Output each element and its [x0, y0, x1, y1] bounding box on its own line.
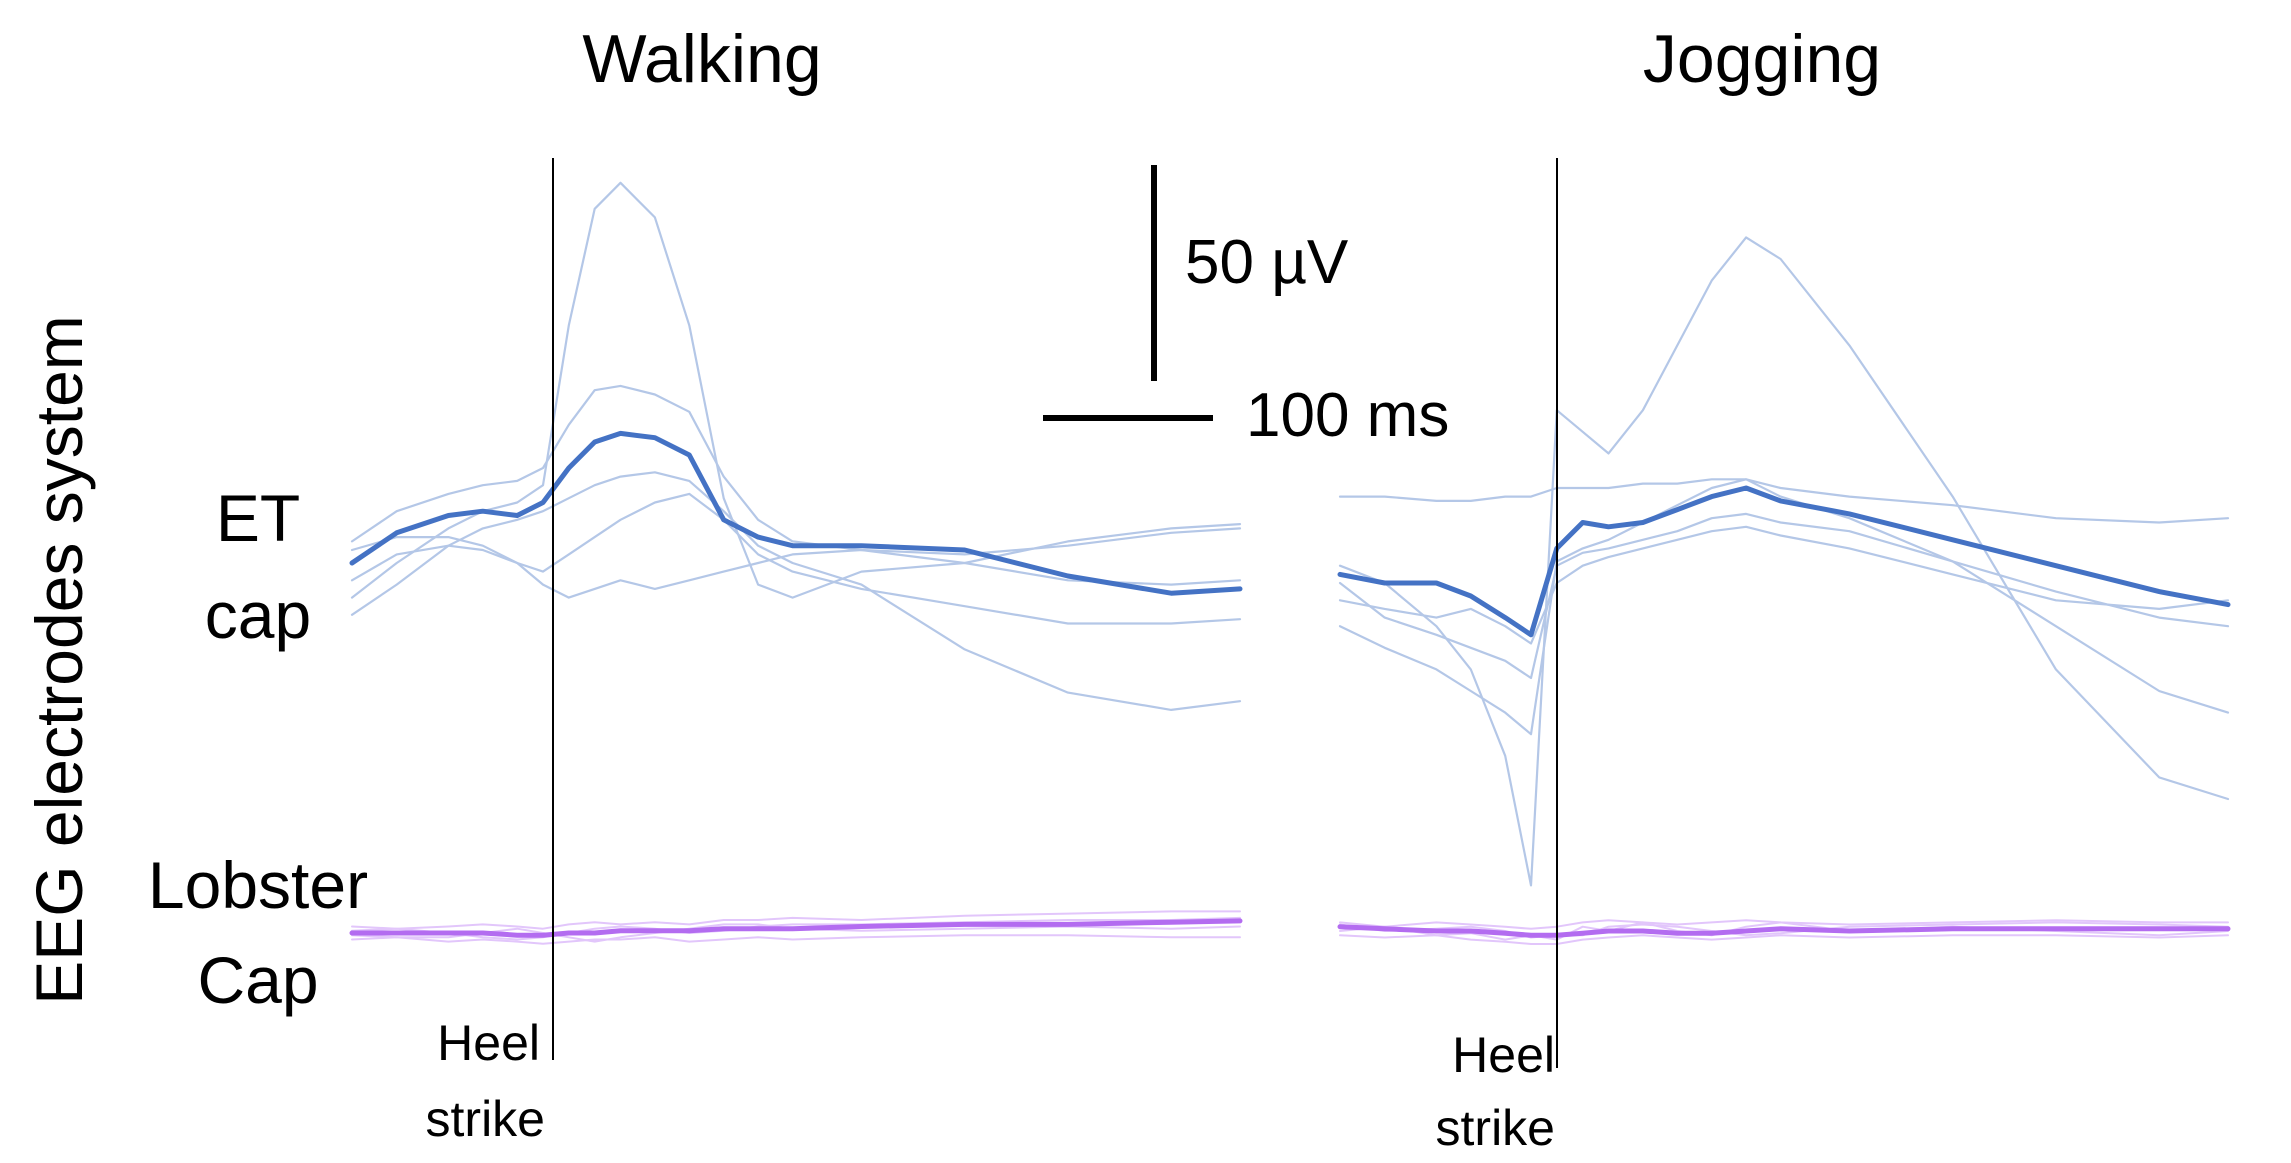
- lobster-cap-trial-trace-2: [1339, 934, 2229, 945]
- row-label-lobster-line1: Lobster: [148, 848, 368, 922]
- et-cap-trial-trace-1: [350, 181, 1242, 599]
- lobster-cap-trial-trace-4: [1339, 921, 2229, 939]
- et-cap-mean-trace: [349, 430, 1243, 596]
- row-label-et-line2: cap: [205, 578, 311, 652]
- heel-label-walking-line2: strike: [426, 1091, 545, 1147]
- heel-label-jogging-line2: strike: [1436, 1100, 1555, 1156]
- et-cap-trial-trace-2: [1338, 478, 2230, 524]
- et-cap-mean-trace: [1337, 485, 2231, 638]
- et-cap-trial-trace-5: [1338, 525, 2230, 645]
- et-cap-trial-trace-4: [1338, 512, 2230, 680]
- lobster-cap-mean-trace: [349, 918, 1243, 938]
- row-label-et-line1: ET: [216, 481, 300, 555]
- lobster-cap-trial-trace-2: [351, 934, 1241, 945]
- panel-title-walking: Walking: [582, 21, 821, 97]
- et-cap-trial-trace-2: [350, 384, 1242, 556]
- panel-title-jogging: Jogging: [1643, 21, 1881, 97]
- y-axis-label: EEG electrodes system: [22, 315, 96, 1005]
- scale-bar-voltage-label: 50 µV: [1185, 228, 1349, 297]
- heel-label-jogging-line1: Heel: [1452, 1027, 1555, 1083]
- et-cap-trial-trace-4: [350, 492, 1242, 625]
- lobster-cap-trial-trace-1: [351, 910, 1241, 930]
- et-cap-trial-trace-5: [350, 544, 1242, 599]
- heel-label-walking-line1: Heel: [437, 1015, 540, 1071]
- row-label-lobster-line2: Cap: [197, 943, 318, 1017]
- et-cap-trial-trace-3: [1338, 478, 2230, 736]
- et-cap-trial-trace-3: [350, 471, 1242, 711]
- scale-bar-time-label: 100 ms: [1246, 381, 1449, 450]
- et-cap-trial-trace-1: [1338, 236, 2230, 887]
- panel-walking: [349, 181, 1243, 945]
- lobster-cap-mean-trace: [1337, 924, 2231, 938]
- panel-jogging: [1337, 236, 2231, 945]
